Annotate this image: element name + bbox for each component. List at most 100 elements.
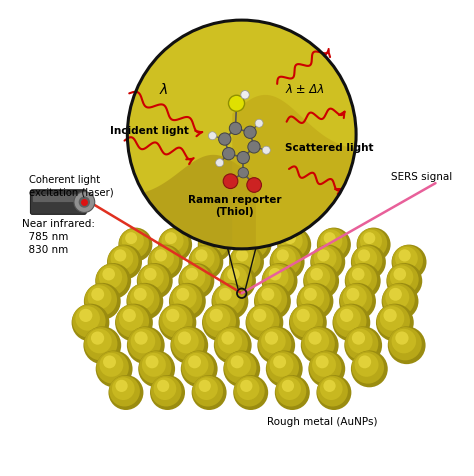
Circle shape [84,283,121,320]
Circle shape [114,250,126,262]
Circle shape [358,356,371,368]
Circle shape [91,288,104,301]
Circle shape [309,351,345,387]
Circle shape [261,288,274,301]
Circle shape [382,283,419,320]
Circle shape [376,304,414,342]
Circle shape [237,152,249,164]
Circle shape [380,307,404,331]
Circle shape [151,376,182,407]
Circle shape [159,229,189,258]
Text: Raman reporter
(Thiol): Raman reporter (Thiol) [188,195,282,217]
Circle shape [229,123,242,135]
Circle shape [99,266,122,289]
Circle shape [340,309,353,322]
Circle shape [360,230,382,252]
Circle shape [138,351,175,387]
Circle shape [392,329,416,354]
Circle shape [206,307,230,331]
Circle shape [171,327,204,361]
Circle shape [387,264,419,296]
Circle shape [96,351,129,384]
Circle shape [128,327,161,361]
Circle shape [224,351,256,384]
Circle shape [343,286,367,309]
Circle shape [324,233,336,245]
Circle shape [262,264,298,299]
Circle shape [345,264,381,299]
Circle shape [142,353,166,377]
Polygon shape [232,96,356,249]
Circle shape [203,305,236,338]
Circle shape [277,250,289,262]
Circle shape [212,284,245,317]
Circle shape [173,286,197,309]
Circle shape [269,268,282,281]
Circle shape [158,304,196,342]
Circle shape [247,178,262,193]
Circle shape [317,250,329,262]
Circle shape [351,245,386,280]
Circle shape [209,132,217,140]
Circle shape [115,304,153,342]
Circle shape [87,329,112,354]
Circle shape [395,248,418,270]
Circle shape [221,264,252,296]
Circle shape [169,283,206,320]
Circle shape [278,229,308,258]
FancyBboxPatch shape [33,195,84,203]
Circle shape [201,230,223,252]
Circle shape [112,377,135,400]
Circle shape [301,327,338,365]
Circle shape [346,264,377,296]
Circle shape [383,284,415,317]
Circle shape [244,127,256,139]
Circle shape [355,353,379,377]
Circle shape [275,376,306,407]
Circle shape [228,96,245,112]
Circle shape [339,283,376,320]
Circle shape [195,250,208,262]
Circle shape [130,286,154,309]
Circle shape [95,264,131,299]
Circle shape [386,264,422,299]
Circle shape [174,329,199,354]
Circle shape [137,264,173,299]
Circle shape [262,147,270,155]
Circle shape [151,248,174,270]
Circle shape [344,327,382,365]
Circle shape [340,284,372,317]
Circle shape [236,250,248,262]
Text: λ ± Δλ: λ ± Δλ [286,83,325,96]
Circle shape [205,233,217,245]
Circle shape [289,304,327,342]
Circle shape [188,356,201,368]
Circle shape [123,309,136,322]
Circle shape [238,168,248,178]
Circle shape [352,246,383,277]
Circle shape [377,305,410,338]
Circle shape [399,250,411,262]
Circle shape [186,268,198,281]
Circle shape [146,356,158,368]
Circle shape [79,197,90,208]
Text: Coherent light
excitation (laser): Coherent light excitation (laser) [29,174,114,197]
Circle shape [383,309,397,322]
Circle shape [155,250,167,262]
Circle shape [316,356,328,368]
Circle shape [282,380,294,392]
Circle shape [181,351,218,387]
Circle shape [336,307,361,331]
Circle shape [199,380,211,392]
Circle shape [305,329,329,354]
Circle shape [211,283,248,320]
Circle shape [178,264,214,299]
Circle shape [351,351,388,387]
Circle shape [176,288,189,301]
Circle shape [275,375,310,410]
Circle shape [310,268,323,281]
Circle shape [154,377,176,400]
Circle shape [188,245,223,280]
Text: λ: λ [160,83,168,97]
Circle shape [100,353,123,377]
